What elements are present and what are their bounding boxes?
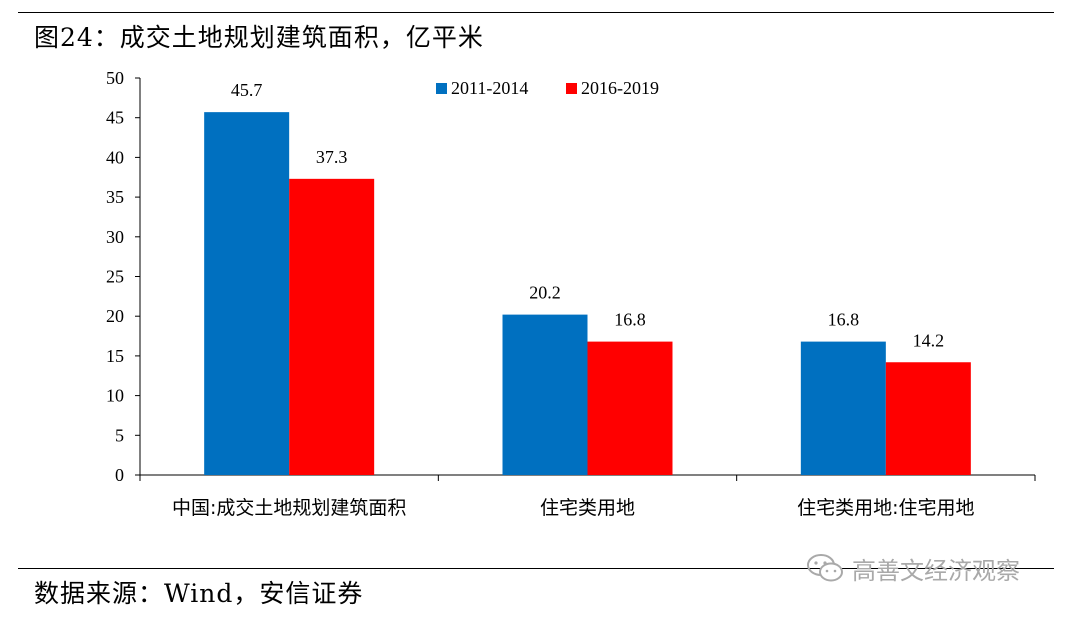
y-tick-label: 0	[115, 465, 124, 485]
legend-item-series-2: 2016-2019	[566, 78, 659, 99]
x-category-label: 住宅类用地	[540, 497, 635, 519]
wechat-icon	[806, 553, 844, 583]
y-tick-label: 50	[106, 68, 124, 88]
bar-1-1	[204, 112, 289, 475]
y-tick-label: 5	[115, 425, 124, 445]
data-label: 45.7	[231, 80, 263, 100]
bar-2-3	[886, 362, 971, 475]
y-tick-label: 35	[106, 187, 124, 207]
data-label: 16.8	[828, 310, 860, 330]
source-note: 数据来源：Wind，安信证券	[34, 574, 363, 610]
y-tick-label: 25	[106, 267, 124, 287]
x-category-label: 住宅类用地:住宅用地	[797, 497, 974, 519]
y-tick-label: 30	[106, 227, 124, 247]
data-label: 37.3	[316, 147, 348, 167]
y-tick-label: 40	[106, 147, 124, 167]
bar-1-2	[503, 315, 588, 475]
legend-label-series-1: 2011-2014	[451, 78, 528, 99]
y-tick-label: 15	[106, 346, 124, 366]
y-tick-label: 20	[106, 306, 124, 326]
bar-chart: 0 5 10 15 20 25 30 35 40 45 50 45.7 37.3 中国:成交土地规划建筑面…	[0, 0, 1080, 560]
bar-1-3	[801, 342, 886, 475]
y-tick-label: 45	[106, 108, 124, 128]
legend-swatch-series-1	[436, 83, 447, 94]
legend-item-series-1: 2011-2014	[436, 78, 528, 99]
y-tick-label: 10	[106, 386, 124, 406]
legend-label-series-2: 2016-2019	[581, 78, 659, 99]
data-label: 14.2	[913, 330, 945, 350]
bar-2-2	[588, 342, 673, 475]
bar-2-1	[289, 179, 374, 475]
x-category-label: 中国:成交土地规划建筑面积	[172, 497, 406, 519]
data-label: 20.2	[529, 283, 561, 303]
watermark: 高善文经济观察	[806, 548, 1020, 588]
legend-swatch-series-2	[566, 83, 577, 94]
watermark-text: 高善文经济观察	[852, 551, 1020, 586]
data-label: 16.8	[614, 310, 646, 330]
